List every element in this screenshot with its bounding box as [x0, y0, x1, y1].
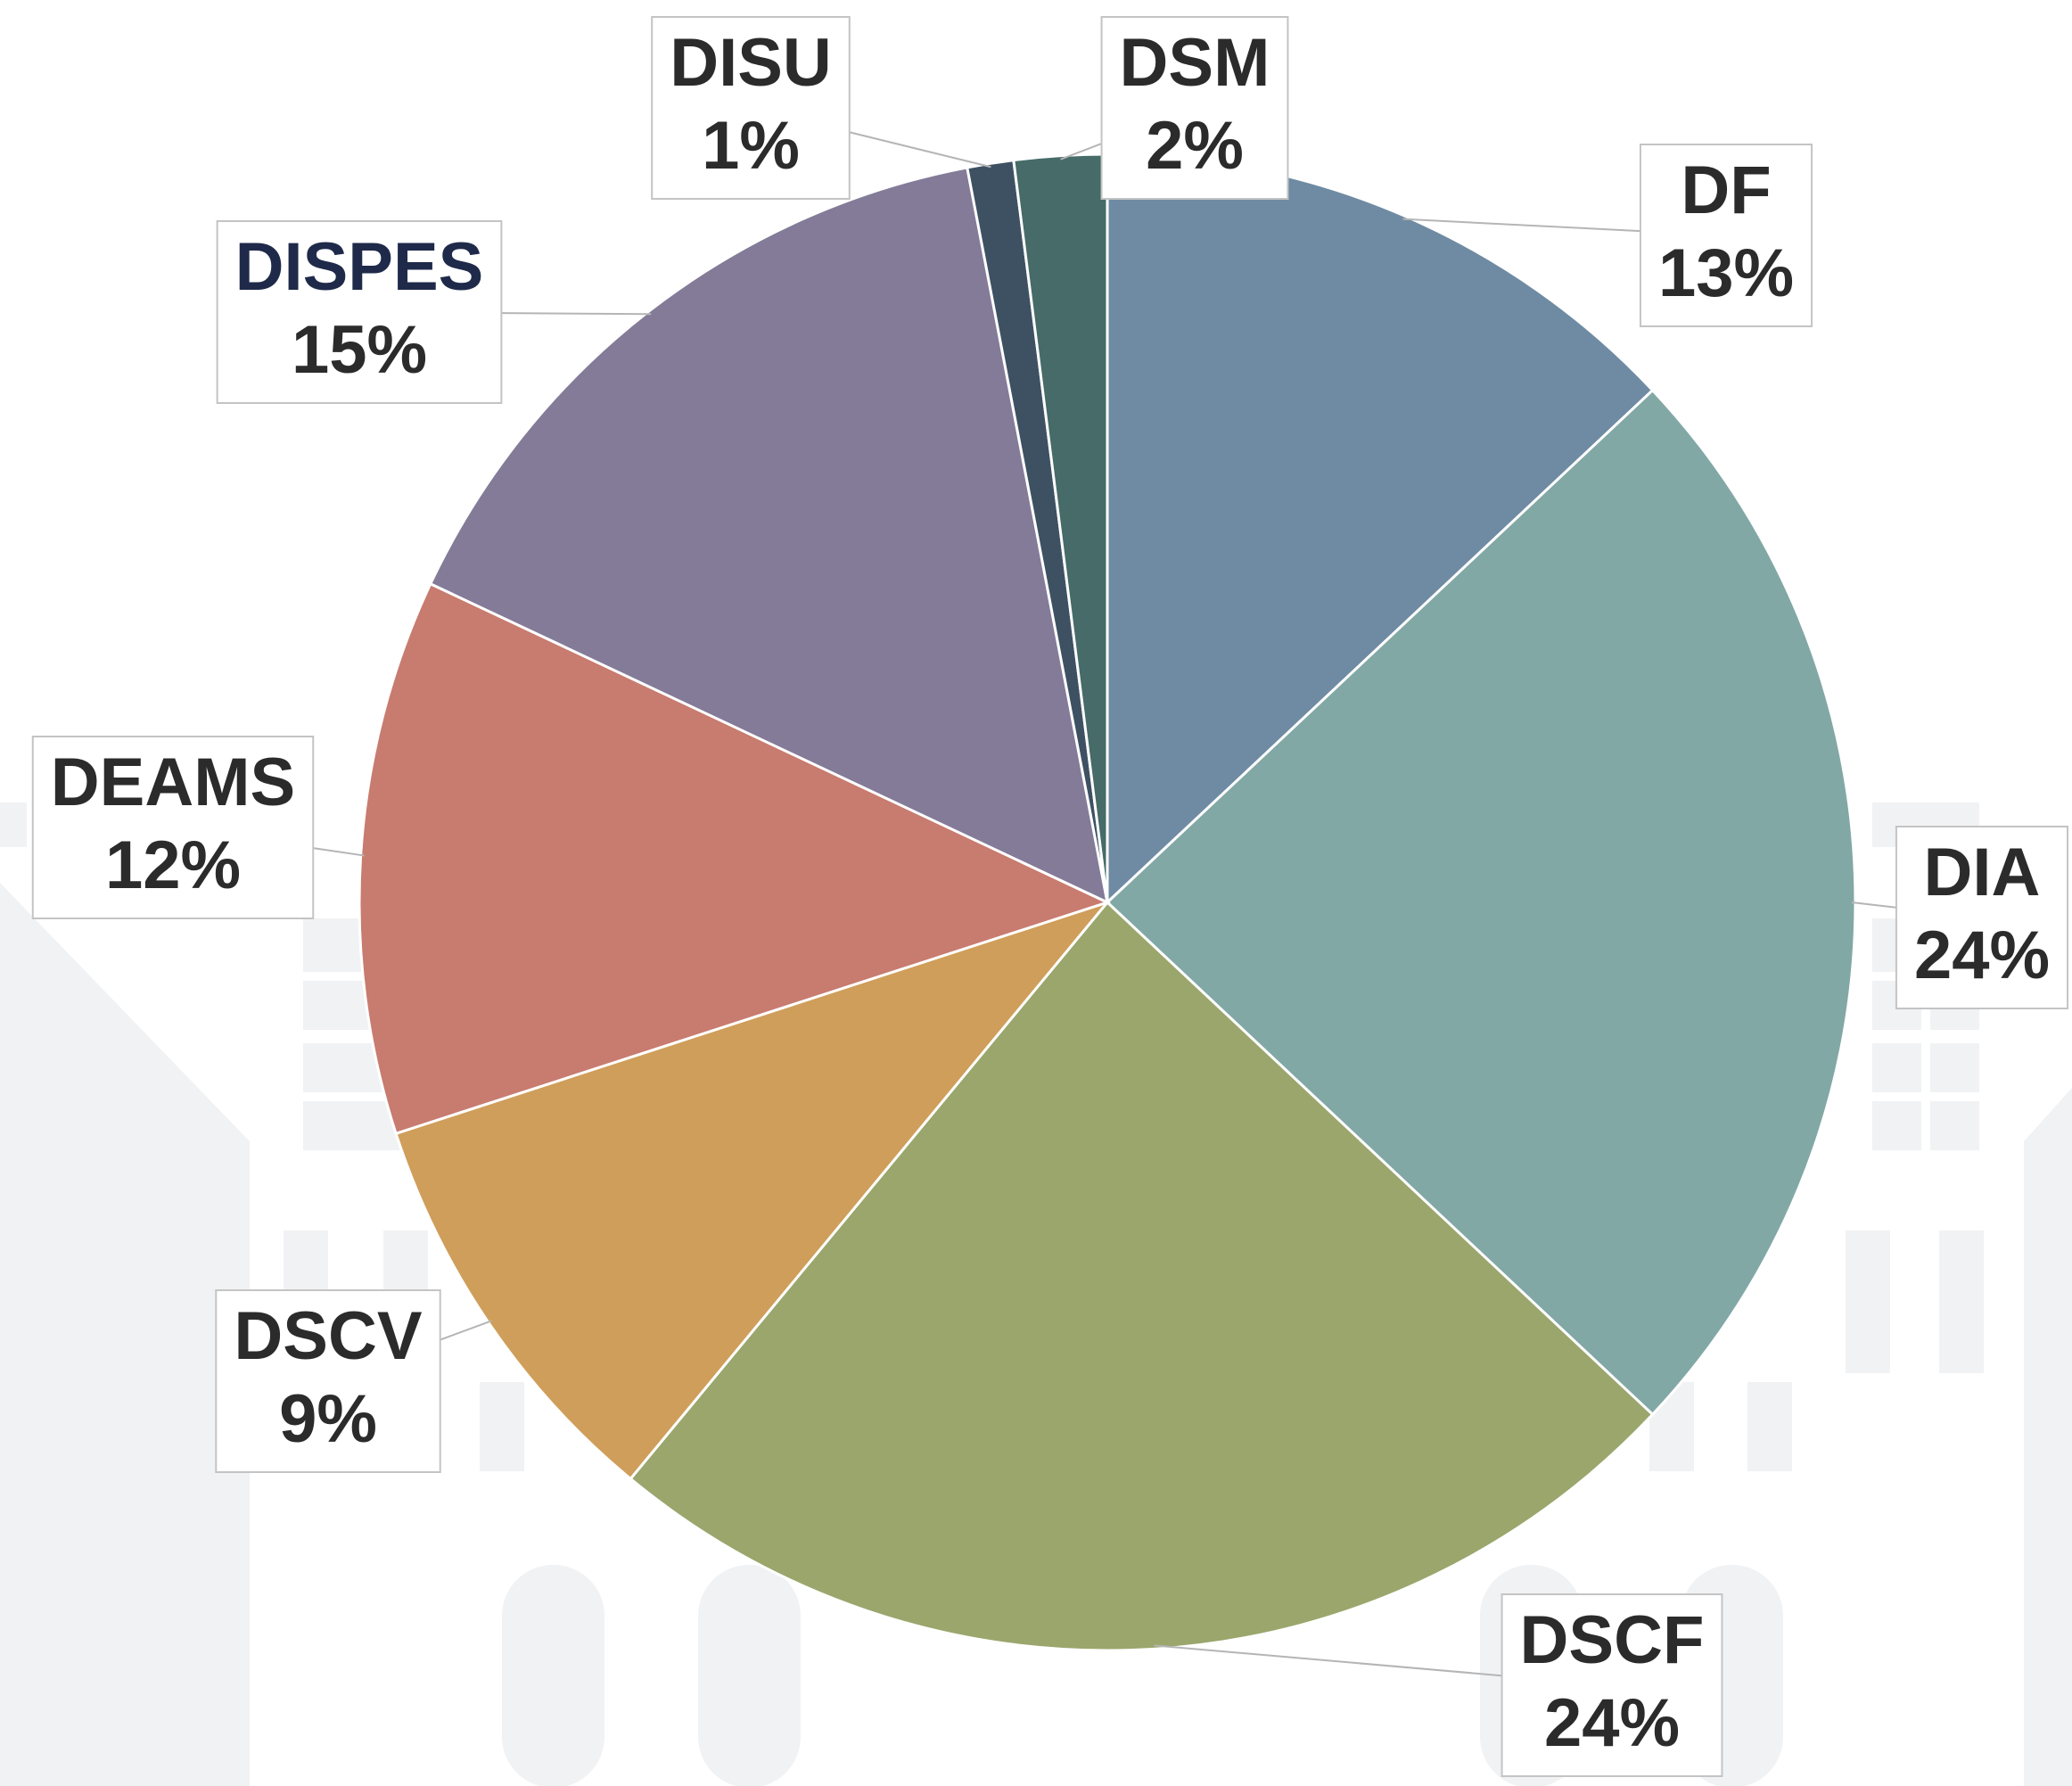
label-category: DISU	[670, 25, 832, 101]
label-value: 12%	[105, 827, 241, 903]
label-box	[1501, 1593, 1723, 1777]
label-category: DF	[1681, 152, 1771, 228]
label-value: 2%	[1146, 108, 1244, 184]
label-value: 1%	[702, 108, 800, 184]
data-label: DIA 24%	[1895, 826, 2069, 1009]
label-box	[1639, 144, 1813, 327]
label-value: 15%	[292, 312, 427, 388]
label-category: DSCV	[234, 1298, 422, 1374]
label-box	[31, 736, 315, 919]
label-value: 24%	[1914, 918, 2050, 993]
background-building	[0, 802, 2072, 1786]
label-category: DSCF	[1520, 1602, 1705, 1678]
label-box	[1100, 16, 1289, 200]
label-value: 9%	[279, 1381, 377, 1457]
label-category: DIA	[1924, 835, 2041, 910]
label-category: DEAMS	[51, 745, 295, 820]
label-box	[216, 220, 503, 404]
label-box	[215, 1289, 441, 1473]
label-box	[651, 16, 851, 200]
label-category: DSM	[1120, 25, 1270, 101]
pie-slice	[428, 166, 1110, 905]
label-value: 13%	[1658, 235, 1794, 311]
label-category: DISPES	[235, 229, 484, 305]
label-box	[1895, 826, 2069, 1009]
pie-slice	[629, 900, 1655, 1652]
label-value: 24%	[1544, 1685, 1680, 1761]
